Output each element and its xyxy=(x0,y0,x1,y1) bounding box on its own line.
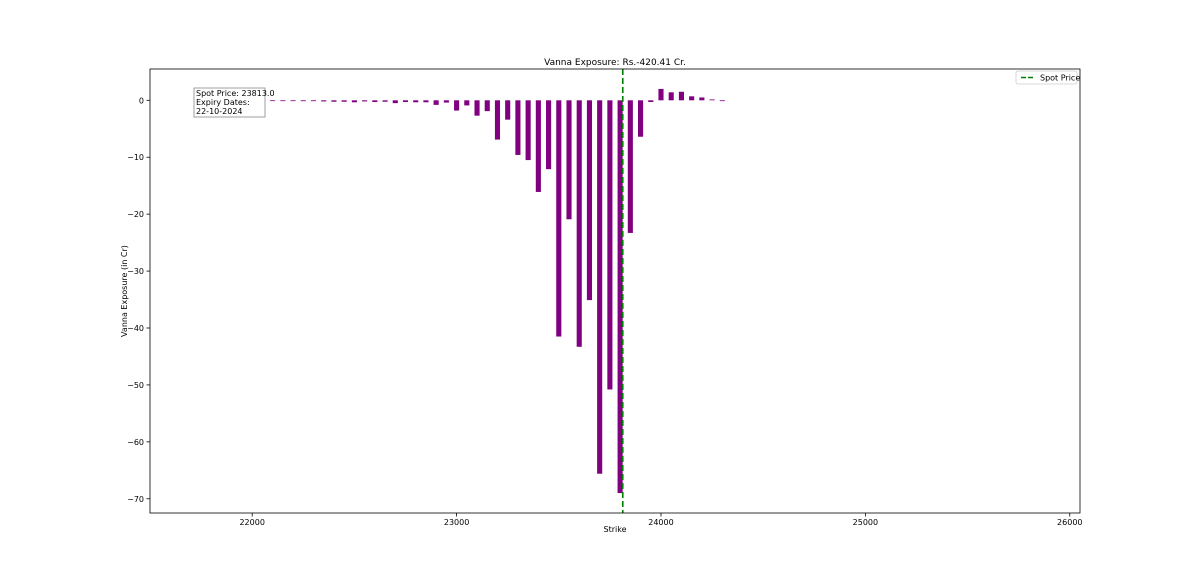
bar-22650 xyxy=(382,100,388,102)
bar-24200 xyxy=(699,97,705,101)
info-annotation: Spot Price: 23813.0 Expiry Dates: 22-10-… xyxy=(193,87,275,118)
bar-24000 xyxy=(658,88,664,101)
bar-23750 xyxy=(607,100,613,390)
annotation-expiry-date: 22-10-2024 xyxy=(196,107,243,116)
y-tick-label: −30 xyxy=(127,267,144,276)
bar-22450 xyxy=(341,100,347,102)
chart-title: Vanna Exposure: Rs.-420.41 Cr. xyxy=(544,58,686,68)
bar-23450 xyxy=(546,100,552,170)
x-axis-label: Strike xyxy=(604,525,627,534)
y-tick-label: −60 xyxy=(127,438,144,447)
bar-22750 xyxy=(402,100,409,103)
bars-group xyxy=(229,88,725,494)
bar-24150 xyxy=(689,96,695,101)
bar-23950 xyxy=(648,100,654,103)
bar-23000 xyxy=(454,100,460,111)
bar-22400 xyxy=(331,100,337,102)
bar-22550 xyxy=(362,100,368,102)
y-tick-label: −20 xyxy=(127,210,144,219)
bar-22250 xyxy=(300,100,306,102)
bar-22100 xyxy=(270,100,276,102)
plot-area-frame xyxy=(149,68,1081,514)
annotation-spot-price: Spot Price: 23813.0 xyxy=(196,89,275,98)
bar-24300 xyxy=(719,100,725,102)
bar-23400 xyxy=(535,100,541,192)
bar-24100 xyxy=(678,91,684,101)
bar-22150 xyxy=(280,100,286,102)
bar-23900 xyxy=(637,100,644,137)
bar-23100 xyxy=(474,100,480,116)
annotation-expiry-label: Expiry Dates: xyxy=(196,98,250,107)
bar-23350 xyxy=(525,100,531,161)
bar-23500 xyxy=(556,100,562,337)
x-tick-label: 25000 xyxy=(853,518,878,527)
y-axis-ticks: 0 −10 −20 −30 −40 −50 −60 −70 xyxy=(127,96,150,504)
bar-22850 xyxy=(423,100,429,103)
y-tick-label: −70 xyxy=(127,495,144,504)
info-annotation-box xyxy=(193,87,266,118)
bar-22300 xyxy=(310,100,317,102)
legend-spot-price-label: Spot Price xyxy=(1040,74,1080,83)
bar-22800 xyxy=(413,100,419,103)
bar-22950 xyxy=(443,100,449,103)
y-tick-label: −40 xyxy=(127,324,144,333)
bar-23650 xyxy=(586,100,593,301)
y-tick-label: 0 xyxy=(139,96,144,105)
x-tick-label: 24000 xyxy=(648,518,673,527)
x-tick-label: 23000 xyxy=(444,518,469,527)
bar-23600 xyxy=(576,100,582,347)
y-axis-label: Vanna Exposure (in Cr) xyxy=(120,245,129,337)
legend-box xyxy=(1015,70,1078,85)
y-tick-label: −50 xyxy=(127,381,144,390)
bar-23800 xyxy=(617,100,623,494)
bar-22200 xyxy=(290,100,296,102)
x-tick-label: 22000 xyxy=(239,518,264,527)
bar-22700 xyxy=(392,100,398,104)
y-tick-label: −10 xyxy=(127,153,144,162)
bar-22900 xyxy=(433,100,439,105)
bar-24250 xyxy=(709,99,715,101)
bar-22600 xyxy=(372,100,378,103)
bar-23850 xyxy=(627,100,633,233)
bar-22500 xyxy=(351,100,357,103)
bar-23700 xyxy=(597,100,603,474)
bar-23550 xyxy=(566,100,572,220)
bar-23250 xyxy=(505,100,511,120)
legend: Spot Price xyxy=(1015,70,1080,85)
bar-22350 xyxy=(321,100,327,102)
bar-23050 xyxy=(464,100,470,106)
x-tick-label: 26000 xyxy=(1057,518,1082,527)
bar-24050 xyxy=(668,92,674,101)
bar-23300 xyxy=(515,100,521,155)
bar-23200 xyxy=(494,100,501,140)
x-axis-ticks: 22000 23000 24000 25000 26000 xyxy=(239,513,1083,527)
bar-23150 xyxy=(484,100,490,112)
